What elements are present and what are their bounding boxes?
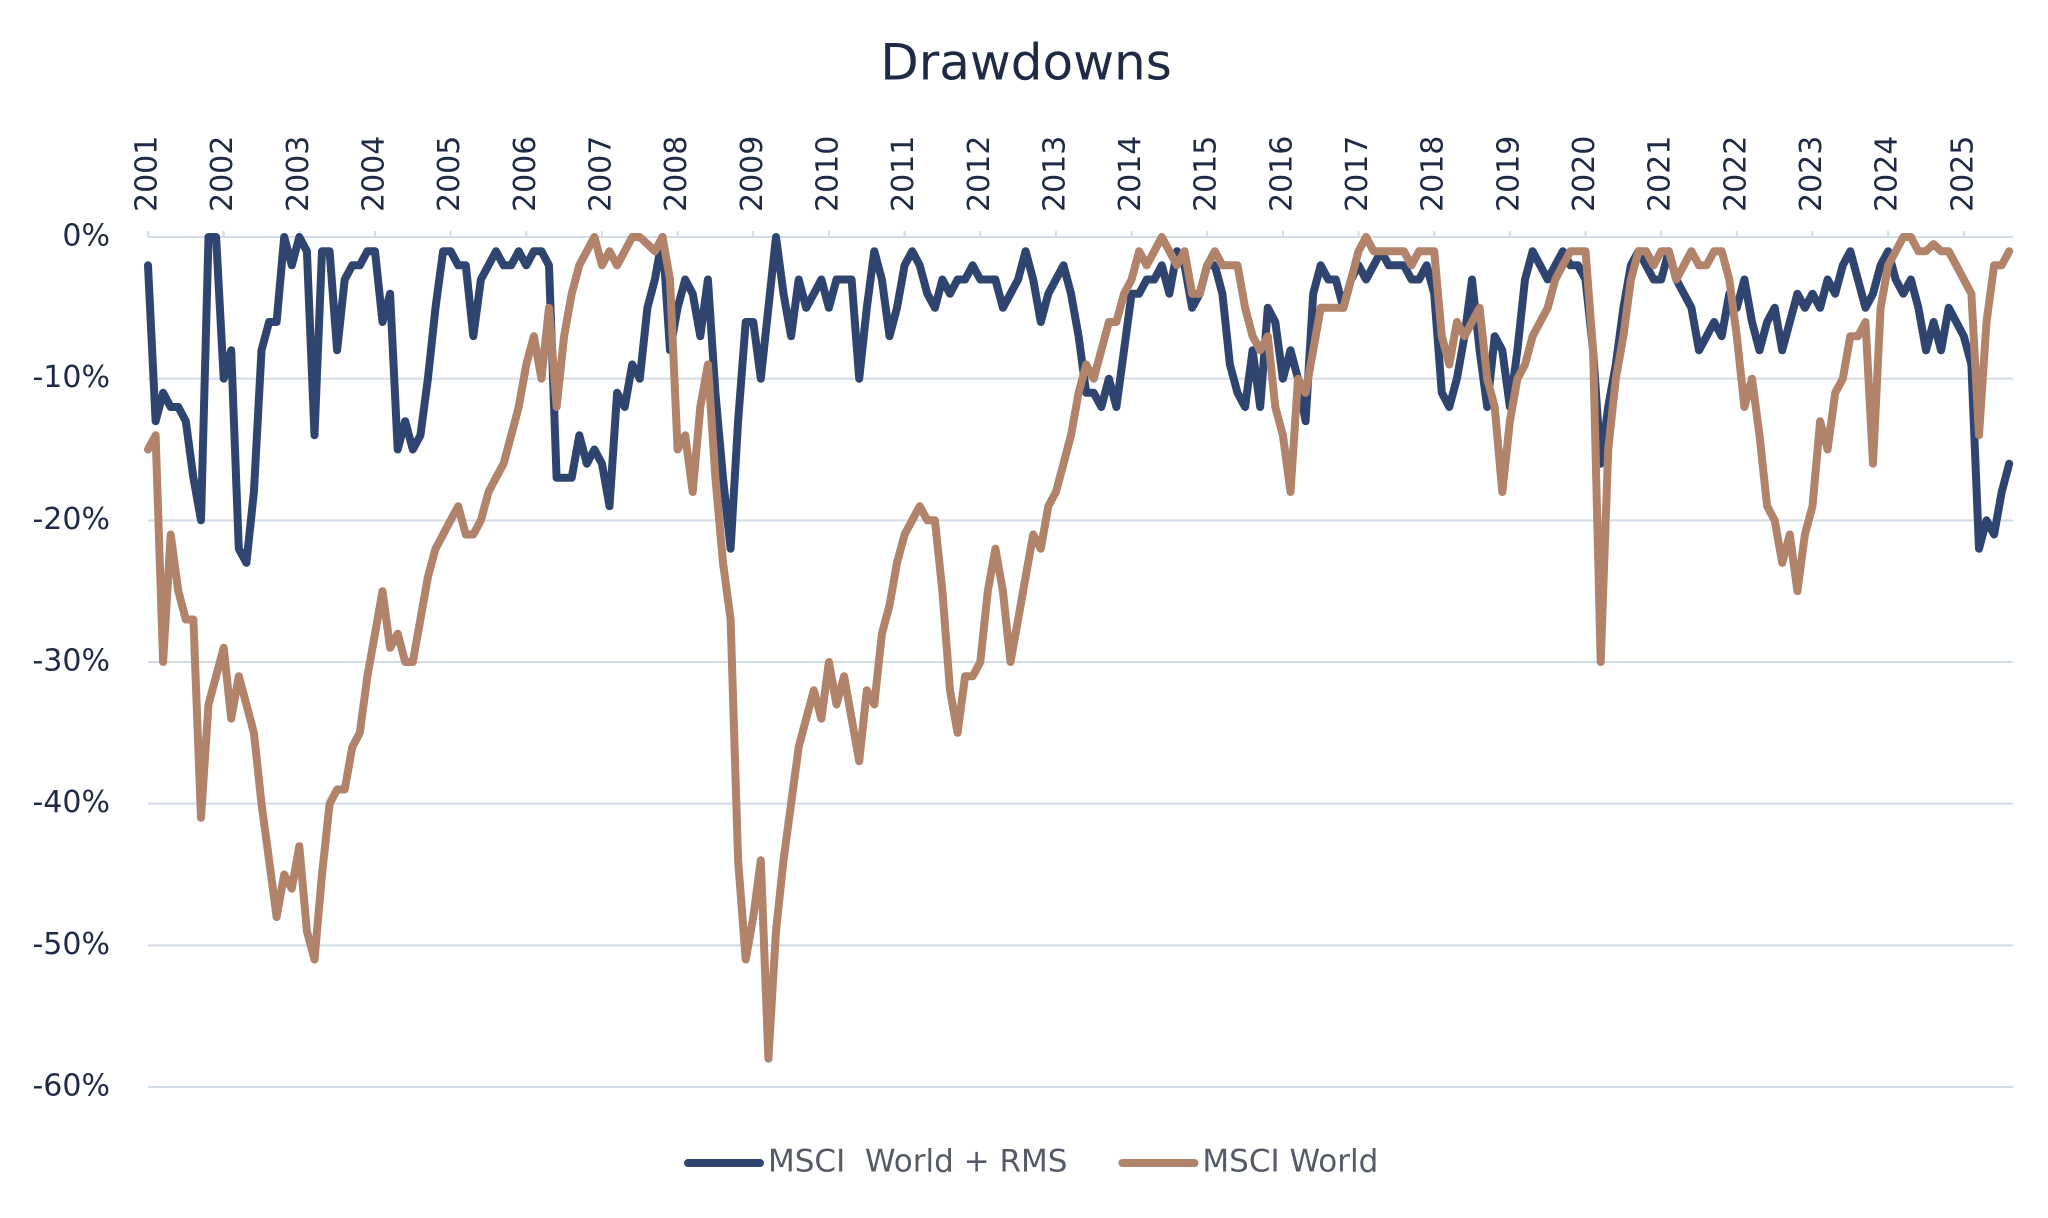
x-tick-label: 2009 — [735, 136, 770, 212]
x-tick-label: 2003 — [281, 136, 316, 212]
x-tick-label: 2023 — [1794, 136, 1829, 212]
legend-label: MSCI World — [1202, 1144, 1378, 1180]
x-tick-label: 2024 — [1870, 136, 1905, 212]
series-line — [144, 233, 2014, 1063]
y-tick-label: 0% — [62, 219, 110, 254]
x-tick-label: 2005 — [432, 136, 467, 212]
legend: MSCI World + RMS MSCI World — [684, 1144, 1378, 1180]
x-tick-label: 2015 — [1189, 136, 1224, 212]
x-tick-label: 2018 — [1416, 136, 1451, 212]
x-tick-label: 2013 — [1037, 136, 1072, 212]
series-line — [144, 233, 2014, 567]
x-tick-label: 2011 — [886, 136, 921, 212]
x-tick-label: 2021 — [1643, 136, 1678, 212]
x-tick-label: 2007 — [583, 136, 618, 212]
x-tick-label: 2001 — [130, 136, 165, 212]
x-tick-label: 2019 — [1491, 136, 1526, 212]
legend-label: MSCI World + RMS — [768, 1144, 1067, 1180]
x-tick-label: 2006 — [508, 136, 543, 212]
x-tick-label: 2025 — [1945, 136, 1980, 212]
x-tick-label: 2010 — [810, 136, 845, 212]
y-tick-label: -60% — [32, 1069, 110, 1104]
x-tick-label: 2014 — [1113, 136, 1148, 212]
chart-title: Drawdowns — [880, 34, 1172, 92]
y-tick-label: -30% — [32, 644, 110, 679]
x-tick-label: 2004 — [356, 136, 391, 212]
y-tick-label: -10% — [32, 360, 110, 395]
x-tick-label: 2008 — [659, 136, 694, 212]
x-tick-label: 2012 — [962, 136, 997, 212]
x-tick-label: 2022 — [1718, 136, 1753, 212]
y-tick-label: -20% — [32, 502, 110, 537]
y-tick-label: -40% — [32, 785, 110, 820]
x-tick-label: 2020 — [1567, 136, 1602, 212]
x-tick-label: 2017 — [1340, 136, 1375, 212]
x-tick-label: 2016 — [1264, 136, 1299, 212]
y-tick-label: -50% — [32, 927, 110, 962]
x-tick-label: 2002 — [205, 136, 240, 212]
